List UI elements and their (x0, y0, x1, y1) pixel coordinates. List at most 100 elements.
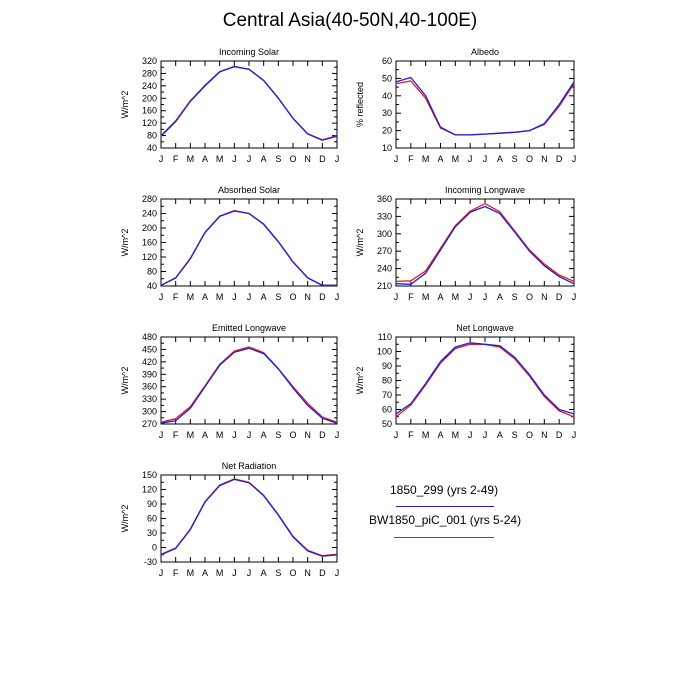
chart-3-xtick-label-9: O (289, 292, 296, 302)
chart-6-xtick-label-1: F (408, 430, 414, 440)
chart-4-xtick-label-9: O (526, 292, 533, 302)
chart-2-series-1-line (395, 76, 575, 136)
chart-4-xtick-label-3: A (437, 292, 443, 302)
chart-3-xtick-label-6: J (247, 292, 252, 302)
chart-4-xtick-label-1: F (408, 292, 414, 302)
chart-1-xtick-label-11: D (319, 154, 326, 164)
chart-2-series-2-line (395, 80, 575, 136)
chart-7-xtick-label-8: S (275, 568, 281, 578)
chart-2-ytick-label-2: 30 (382, 108, 392, 118)
chart-4-ytick-label-3: 300 (377, 229, 392, 239)
chart-2-ylabel: % reflected (355, 82, 365, 127)
chart-3-frame (160, 198, 338, 287)
chart-7-frame (160, 474, 338, 563)
chart-4-ytick-label-5: 360 (377, 194, 392, 204)
legend-line-2 (394, 537, 494, 538)
chart-7-xtick-label-11: D (319, 568, 326, 578)
chart-3-ytick-label-5: 240 (142, 209, 157, 219)
chart-5-ytick-label-5: 420 (142, 357, 157, 367)
chart-2-xtick-label-1: F (408, 154, 414, 164)
chart-2-xtick-label-6: J (483, 154, 488, 164)
chart-5-ytick-label-0: 270 (142, 419, 157, 429)
chart-3-xtick-label-1: F (173, 292, 179, 302)
chart-3-ytick-label-1: 80 (147, 267, 157, 277)
chart-5-xtick-label-9: O (289, 430, 296, 440)
chart-5-xtick-label-10: N (304, 430, 311, 440)
chart-5-xtick-label-8: S (275, 430, 281, 440)
chart-7-xtick-label-9: O (289, 568, 296, 578)
chart-6-xtick-label-0: J (394, 430, 399, 440)
chart-6-xtick-label-3: A (437, 430, 443, 440)
chart-2-ytick-label-1: 20 (382, 126, 392, 136)
chart-4-xtick-label-12: J (572, 292, 577, 302)
chart-4-xtick-label-8: S (512, 292, 518, 302)
chart-4-ylabel: W/m^2 (355, 229, 365, 257)
legend-line-1 (396, 506, 494, 507)
chart-5-xtick-label-7: A (261, 430, 267, 440)
chart-1-xtick-label-10: N (304, 154, 311, 164)
chart-1-xtick-label-3: A (202, 154, 208, 164)
chart-1-series-2-line (160, 65, 338, 141)
chart-5-title: Emitted Longwave (212, 323, 286, 333)
chart-5-xtick-label-0: J (159, 430, 164, 440)
chart-2-xtick-label-5: J (468, 154, 473, 164)
chart-4-ytick-label-2: 270 (377, 246, 392, 256)
chart-1-ytick-label-5: 240 (142, 81, 157, 91)
chart-2-xtick-label-8: S (512, 154, 518, 164)
chart-7-xtick-label-3: A (202, 568, 208, 578)
chart-7-series-1-line (160, 478, 338, 557)
chart-6-xtick-label-7: A (497, 430, 503, 440)
chart-2-xtick-label-3: A (437, 154, 443, 164)
chart-6-xtick-label-6: J (483, 430, 488, 440)
chart-6-series-2-line (395, 343, 575, 418)
chart-1-xtick-label-0: J (159, 154, 164, 164)
chart-1-ytick-label-0: 40 (147, 143, 157, 153)
chart-4-ytick-label-0: 210 (377, 281, 392, 291)
chart-3-xtick-label-12: J (335, 292, 340, 302)
chart-7-ytick-label-5: 120 (142, 485, 157, 495)
chart-1-xtick-label-6: J (247, 154, 252, 164)
chart-2-xtick-label-4: M (452, 154, 460, 164)
chart-6-frame (395, 336, 575, 425)
chart-1-xtick-label-7: A (261, 154, 267, 164)
chart-2-xtick-label-10: N (541, 154, 548, 164)
chart-4-ytick-label-4: 330 (377, 211, 392, 221)
chart-3-series-1-line (160, 210, 337, 286)
chart-2-xtick-label-7: A (497, 154, 503, 164)
chart-1-xtick-label-12: J (335, 154, 340, 164)
chart-5-ytick-label-3: 360 (142, 382, 157, 392)
chart-1-ytick-label-3: 160 (142, 106, 157, 116)
chart-1-ytick-label-4: 200 (142, 93, 157, 103)
legend-label-1: 1850_299 (yrs 2-49) (390, 483, 499, 497)
chart-7-xtick-label-10: N (304, 568, 311, 578)
chart-5-xtick-label-4: M (216, 430, 224, 440)
chart-2-xtick-label-12: J (572, 154, 577, 164)
chart-7-ytick-label-1: 0 (152, 543, 157, 553)
chart-6-ytick-label-0: 50 (382, 419, 392, 429)
chart-5-xtick-label-12: J (335, 430, 340, 440)
chart-4-series-1-line (395, 205, 575, 285)
chart-2-ytick-label-4: 50 (382, 73, 392, 83)
chart-3-xtick-label-7: A (261, 292, 267, 302)
chart-5-xtick-label-2: M (187, 430, 195, 440)
chart-6-title: Net Longwave (456, 323, 514, 333)
chart-1-ytick-label-6: 280 (142, 68, 157, 78)
chart-5-xtick-label-1: F (173, 430, 179, 440)
chart-4-series-2-line (395, 202, 575, 283)
chart-2-xtick-label-11: D (556, 154, 563, 164)
chart-4-title: Incoming Longwave (445, 185, 525, 195)
chart-7-ytick-label-3: 60 (147, 514, 157, 524)
chart-6-series-1-line (395, 342, 575, 415)
chart-7-ylabel: W/m^2 (120, 505, 130, 533)
chart-4-xtick-label-0: J (394, 292, 399, 302)
chart-6-xtick-label-4: M (452, 430, 460, 440)
chart-4-xtick-label-11: D (556, 292, 563, 302)
chart-3-xtick-label-0: J (159, 292, 164, 302)
chart-7-xtick-label-1: F (173, 568, 179, 578)
chart-3-ytick-label-0: 40 (147, 281, 157, 291)
chart-2-ytick-label-0: 10 (382, 143, 392, 153)
chart-4-xtick-label-5: J (468, 292, 473, 302)
chart-2-ytick-label-5: 60 (382, 56, 392, 66)
